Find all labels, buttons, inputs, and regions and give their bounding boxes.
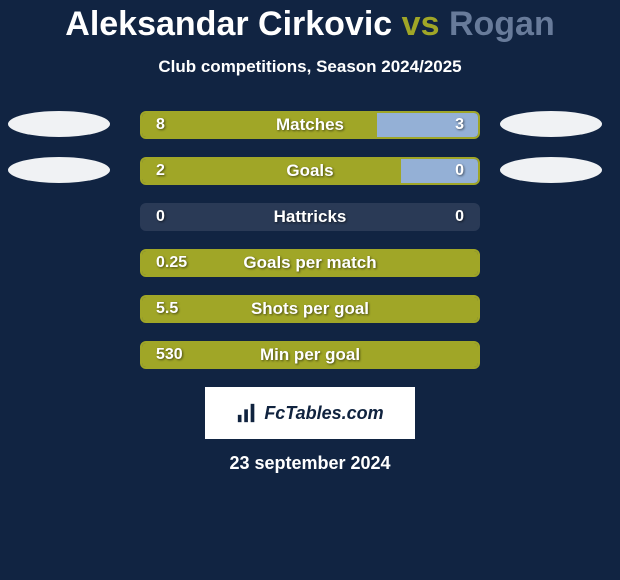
stat-bar: 5.5Shots per goal [140, 295, 480, 323]
stat-rows: 83Matches20Goals00Hattricks0.25Goals per… [0, 101, 620, 377]
stat-value-left: 5.5 [156, 297, 178, 321]
stat-bar-left [142, 251, 478, 275]
stat-row: 83Matches [0, 101, 620, 147]
stat-value-left: 8 [156, 113, 165, 137]
stat-bar-right [401, 159, 478, 183]
stat-bar-left [142, 297, 478, 321]
stat-bar: 20Goals [140, 157, 480, 185]
stat-value-right: 3 [455, 113, 464, 137]
stat-value-left: 0.25 [156, 251, 187, 275]
stat-value-right: 0 [455, 159, 464, 183]
date-label: 23 september 2024 [0, 453, 620, 474]
stat-row: 5.5Shots per goal [0, 285, 620, 331]
stat-bar-left [142, 343, 478, 367]
title-vs: vs [402, 5, 440, 43]
team-logo-left [8, 157, 110, 183]
stat-row: 0.25Goals per match [0, 239, 620, 285]
title-player1: Aleksandar Cirkovic [65, 5, 392, 43]
stat-label: Hattricks [142, 205, 478, 229]
stat-bar: 0 0Hattricks [140, 203, 480, 231]
container: Aleksandar Cirkovic vs Rogan Club compet… [0, 0, 620, 474]
title-player2: Rogan [449, 5, 555, 43]
stat-bar: 0.25Goals per match [140, 249, 480, 277]
source-badge-text: FcTables.com [264, 403, 383, 424]
stat-row: 20Goals [0, 147, 620, 193]
stat-bar: 530Min per goal [140, 341, 480, 369]
source-badge: FcTables.com [205, 387, 415, 439]
team-logo-right [500, 157, 602, 183]
stat-bar-left [142, 113, 377, 137]
stat-row: 530Min per goal [0, 331, 620, 377]
stat-value-left: 2 [156, 159, 165, 183]
stat-bar-left [142, 159, 401, 183]
team-logo-left [8, 111, 110, 137]
page-title: Aleksandar Cirkovic vs Rogan [0, 6, 620, 43]
team-logo-right [500, 111, 602, 137]
stat-value-left: 530 [156, 343, 183, 367]
bars-icon [236, 402, 258, 424]
subtitle: Club competitions, Season 2024/2025 [0, 57, 620, 77]
stat-value-left: 0 [156, 205, 165, 229]
stat-value-right: 0 [455, 205, 464, 229]
stat-row: 0 0Hattricks [0, 193, 620, 239]
stat-bar: 83Matches [140, 111, 480, 139]
